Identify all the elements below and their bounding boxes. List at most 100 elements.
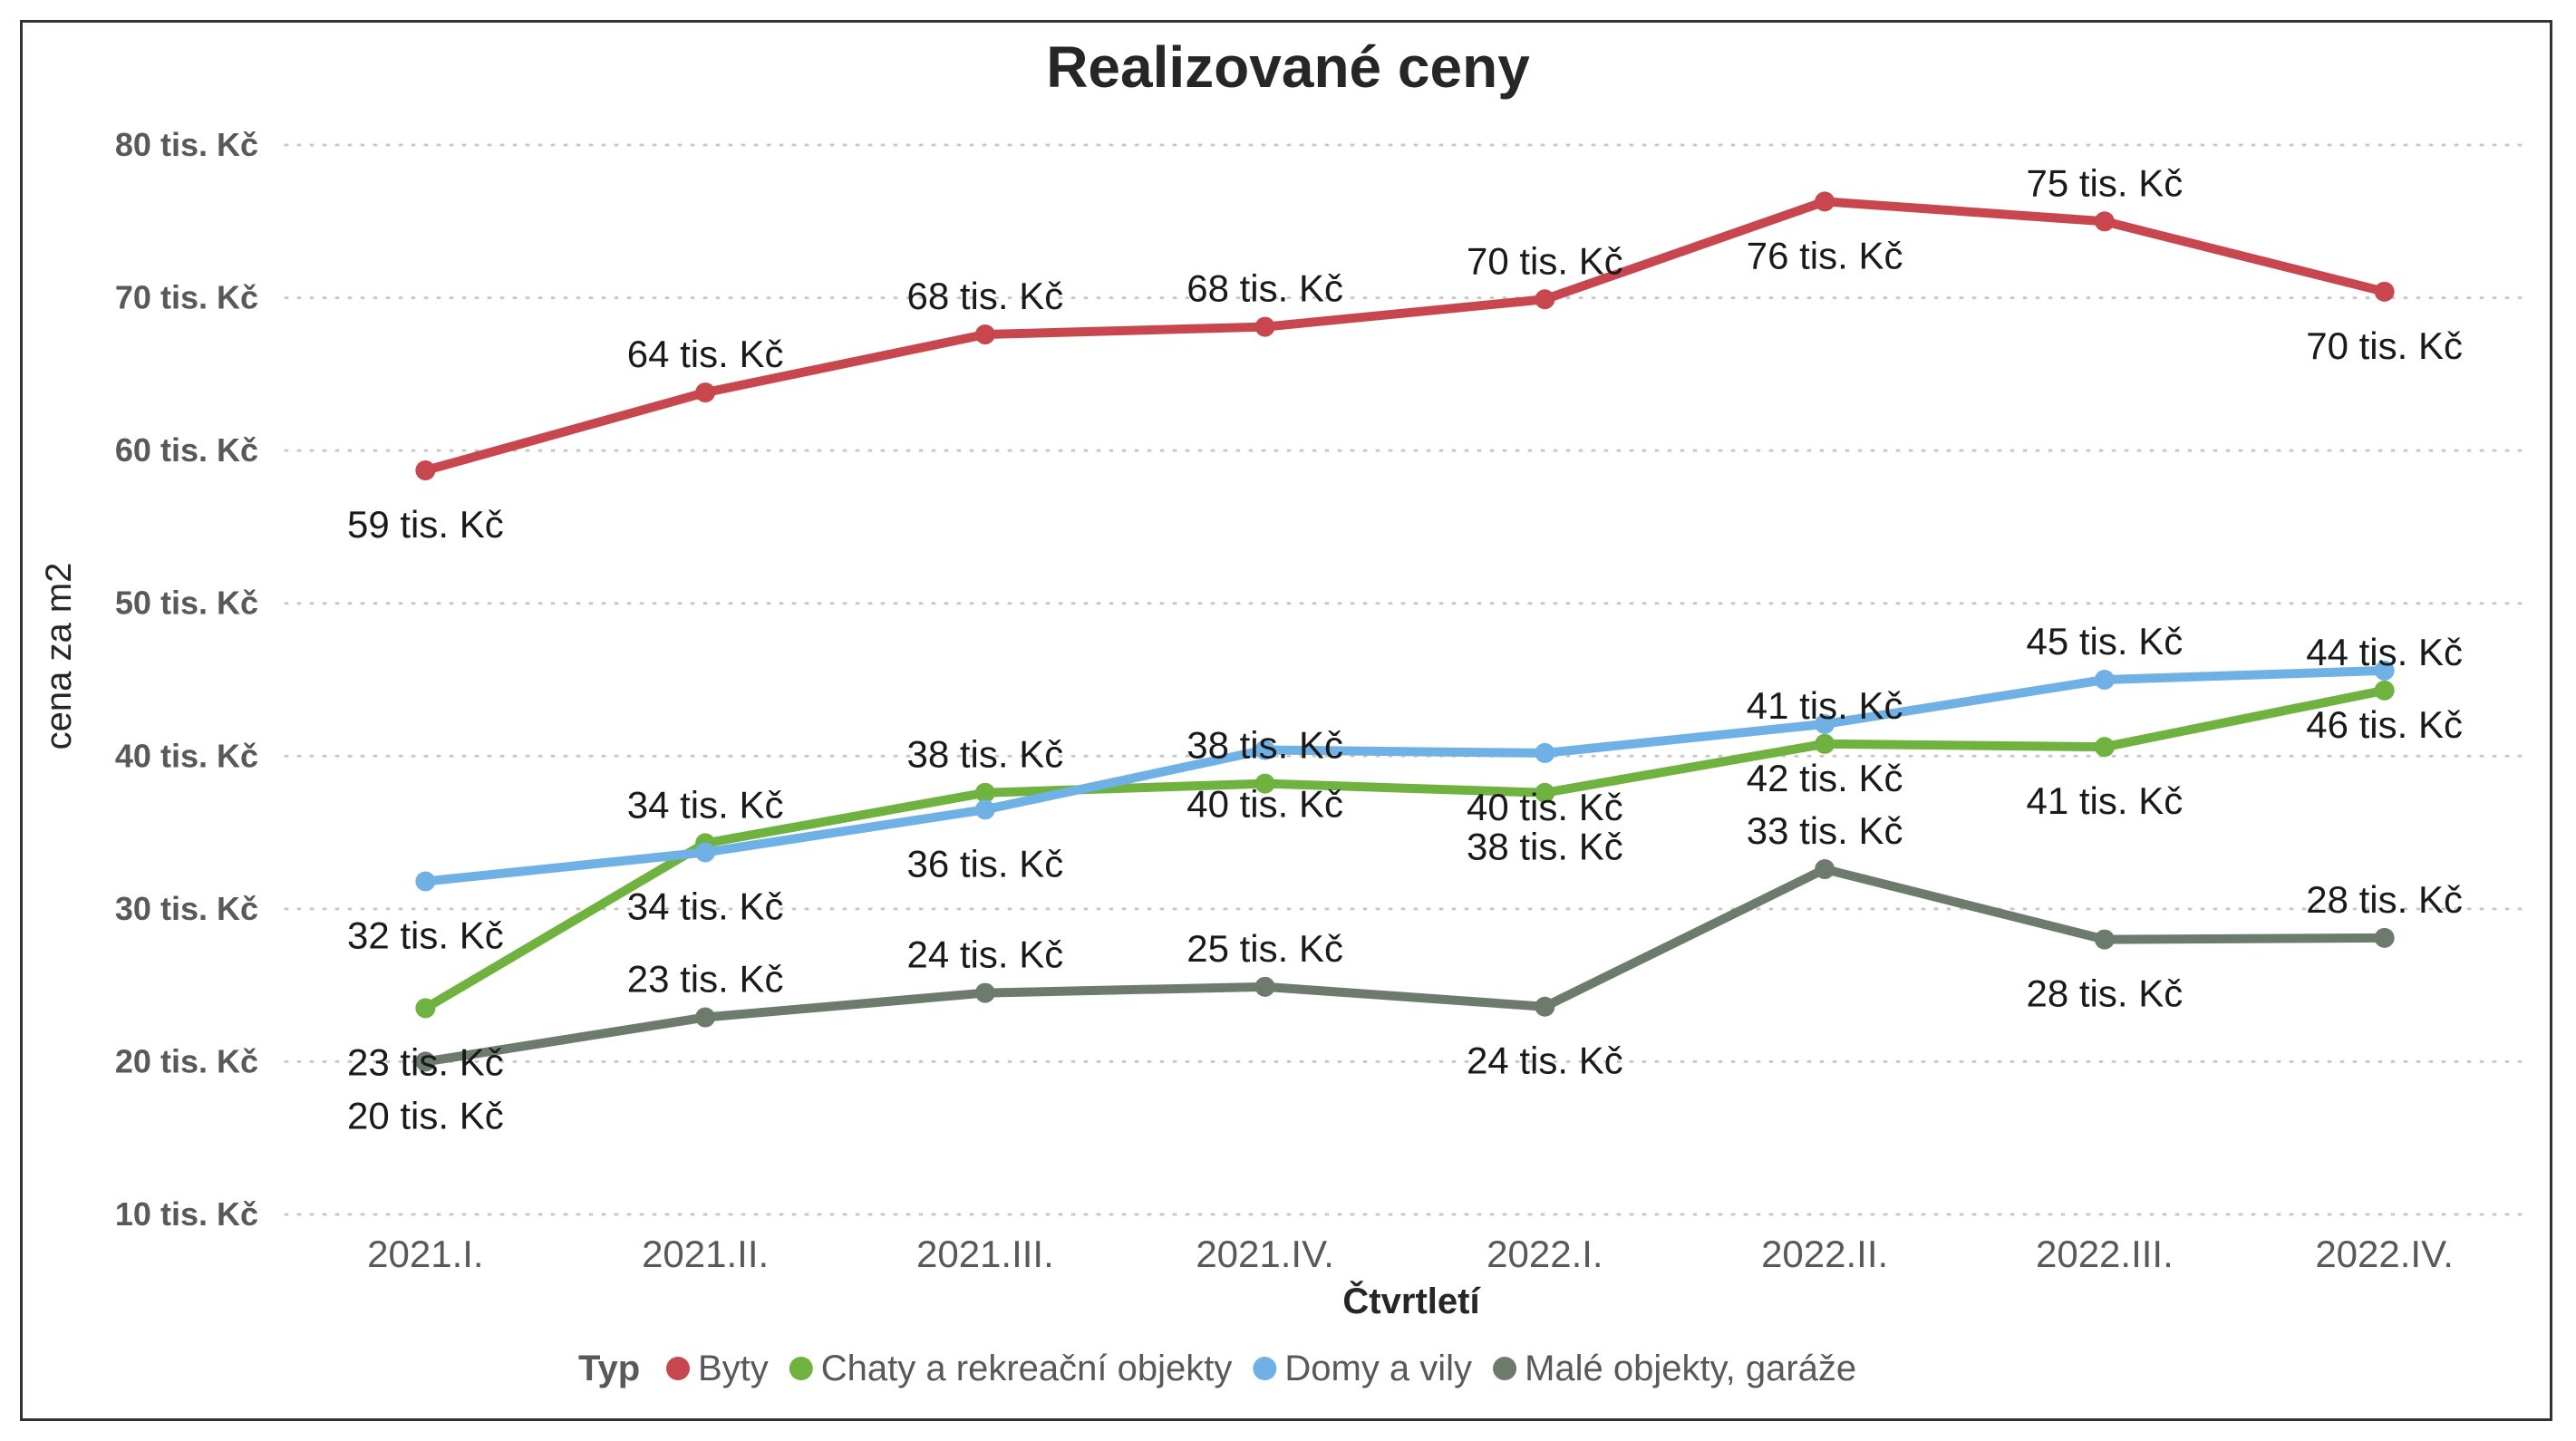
data-point: [1815, 859, 1835, 880]
legend-item: Byty: [698, 1349, 769, 1388]
data-label: 75 tis. Kč: [2027, 161, 2184, 204]
data-point: [695, 382, 716, 403]
series-line: [421, 665, 2389, 886]
data-point: [2094, 670, 2115, 690]
data-point: [1535, 996, 1555, 1017]
data-label: 34 tis. Kč: [627, 885, 784, 927]
data-label: 38 tis. Kč: [1186, 724, 1343, 767]
gridlines: [284, 143, 2526, 1216]
series-line: [421, 685, 2389, 1013]
legend-marker: [1253, 1357, 1277, 1380]
legend-item: Chaty a rekreační objekty: [821, 1349, 1233, 1388]
x-tick-label: 2022.III.: [2036, 1233, 2174, 1275]
data-point: [974, 782, 995, 803]
y-axis-title: cena za m2: [39, 563, 79, 750]
data-point: [2094, 211, 2115, 232]
data-label: 38 tis. Kč: [1467, 826, 1623, 868]
data-label: 68 tis. Kč: [1186, 267, 1343, 310]
data-label: 76 tis. Kč: [1747, 234, 1903, 276]
y-tick-label: 60 tis. Kč: [115, 431, 258, 469]
x-axis-ticks: 2021.I. 2021.II. 2021.III. 2021.IV. 2022.I. 2…: [367, 1233, 2454, 1275]
data-point: [2094, 929, 2115, 950]
data-label: 40 tis. Kč: [1186, 783, 1343, 826]
data-point: [2374, 927, 2395, 948]
data-point: [1535, 782, 1555, 803]
data-point: [974, 324, 995, 345]
data-point: [2374, 281, 2395, 302]
data-point: [1815, 733, 1835, 754]
data-label: 45 tis. Kč: [2027, 620, 2184, 662]
data-label: 64 tis. Kč: [627, 333, 784, 375]
y-axis-ticks: 10 tis. Kč 20 tis. Kč 30 tis. Kč 40 tis. Kč…: [115, 126, 258, 1233]
data-label: 33 tis. Kč: [1747, 809, 1903, 852]
data-point: [1254, 976, 1275, 997]
x-tick-label: 2022.IV.: [2315, 1233, 2454, 1275]
series-lines: [415, 191, 2395, 1072]
data-label: 40 tis. Kč: [1467, 786, 1623, 828]
data-label: 38 tis. Kč: [907, 733, 1064, 776]
data-label: 34 tis. Kč: [627, 783, 784, 826]
data-point: [1254, 773, 1275, 794]
data-labels: 59 tis. Kč 64 tis. Kč 68 tis. Kč 68 tis. Kč…: [347, 161, 2463, 1136]
x-tick-label: 2022.II.: [1761, 1233, 1888, 1275]
data-point: [415, 998, 436, 1019]
data-label: 41 tis. Kč: [2027, 779, 2184, 822]
data-label: 23 tis. Kč: [627, 958, 784, 1001]
legend-title: Typ: [578, 1349, 640, 1388]
legend-marker: [1493, 1357, 1517, 1380]
data-point: [1254, 740, 1275, 760]
data-point: [415, 871, 436, 892]
chart-title: Realizované ceny: [1046, 34, 1530, 100]
data-label: 24 tis. Kč: [1467, 1040, 1623, 1082]
data-point: [2374, 660, 2395, 681]
data-label: 20 tis. Kč: [347, 1094, 504, 1136]
y-tick-label: 80 tis. Kč: [115, 126, 258, 163]
series-line: [421, 197, 2389, 476]
y-tick-label: 10 tis. Kč: [115, 1195, 258, 1233]
data-point: [974, 799, 995, 820]
x-tick-label: 2021.I.: [367, 1233, 483, 1275]
data-label: 41 tis. Kč: [1747, 684, 1903, 727]
data-label: 68 tis. Kč: [907, 275, 1064, 317]
chart-frame: [20, 20, 2552, 1421]
data-point: [2374, 680, 2395, 701]
y-tick-label: 70 tis. Kč: [115, 279, 258, 316]
data-label: 46 tis. Kč: [2306, 703, 2463, 746]
data-point: [695, 1007, 716, 1028]
data-label: 28 tis. Kč: [2306, 878, 2463, 921]
data-point: [1815, 713, 1835, 734]
legend-item: Malé objekty, garáže: [1525, 1349, 1856, 1388]
data-label: 70 tis. Kč: [1467, 239, 1623, 282]
data-label: 70 tis. Kč: [2306, 324, 2463, 367]
data-label: 42 tis. Kč: [1747, 757, 1903, 799]
data-label: 23 tis. Kč: [347, 1040, 504, 1083]
data-label: 25 tis. Kč: [1186, 927, 1343, 970]
x-tick-label: 2021.II.: [642, 1233, 769, 1275]
data-point: [1254, 316, 1275, 337]
data-point: [415, 460, 436, 481]
legend-marker: [789, 1357, 813, 1380]
data-label: 28 tis. Kč: [2027, 972, 2184, 1015]
x-axis-title: Čtvrtletí: [1342, 1280, 1481, 1321]
y-tick-label: 30 tis. Kč: [115, 890, 258, 927]
data-label: 24 tis. Kč: [907, 933, 1064, 976]
x-tick-label: 2022.I.: [1487, 1233, 1603, 1275]
x-tick-label: 2021.IV.: [1196, 1233, 1334, 1275]
data-point: [1535, 289, 1555, 310]
data-label: 59 tis. Kč: [347, 503, 504, 546]
y-tick-label: 20 tis. Kč: [115, 1042, 258, 1079]
data-label: 44 tis. Kč: [2306, 631, 2463, 673]
y-tick-label: 50 tis. Kč: [115, 585, 258, 622]
legend-item: Domy a vily: [1284, 1349, 1472, 1388]
legend: Typ Byty Chaty a rekreační objekty Domy a …: [578, 1349, 1856, 1388]
data-label: 32 tis. Kč: [347, 914, 504, 957]
data-point: [695, 842, 716, 863]
data-point: [415, 1051, 436, 1072]
data-point: [1535, 742, 1555, 763]
legend-marker: [666, 1357, 690, 1380]
data-point: [2094, 737, 2115, 758]
x-tick-label: 2021.III.: [916, 1233, 1054, 1275]
data-point: [974, 982, 995, 1003]
data-label: 36 tis. Kč: [907, 842, 1064, 885]
